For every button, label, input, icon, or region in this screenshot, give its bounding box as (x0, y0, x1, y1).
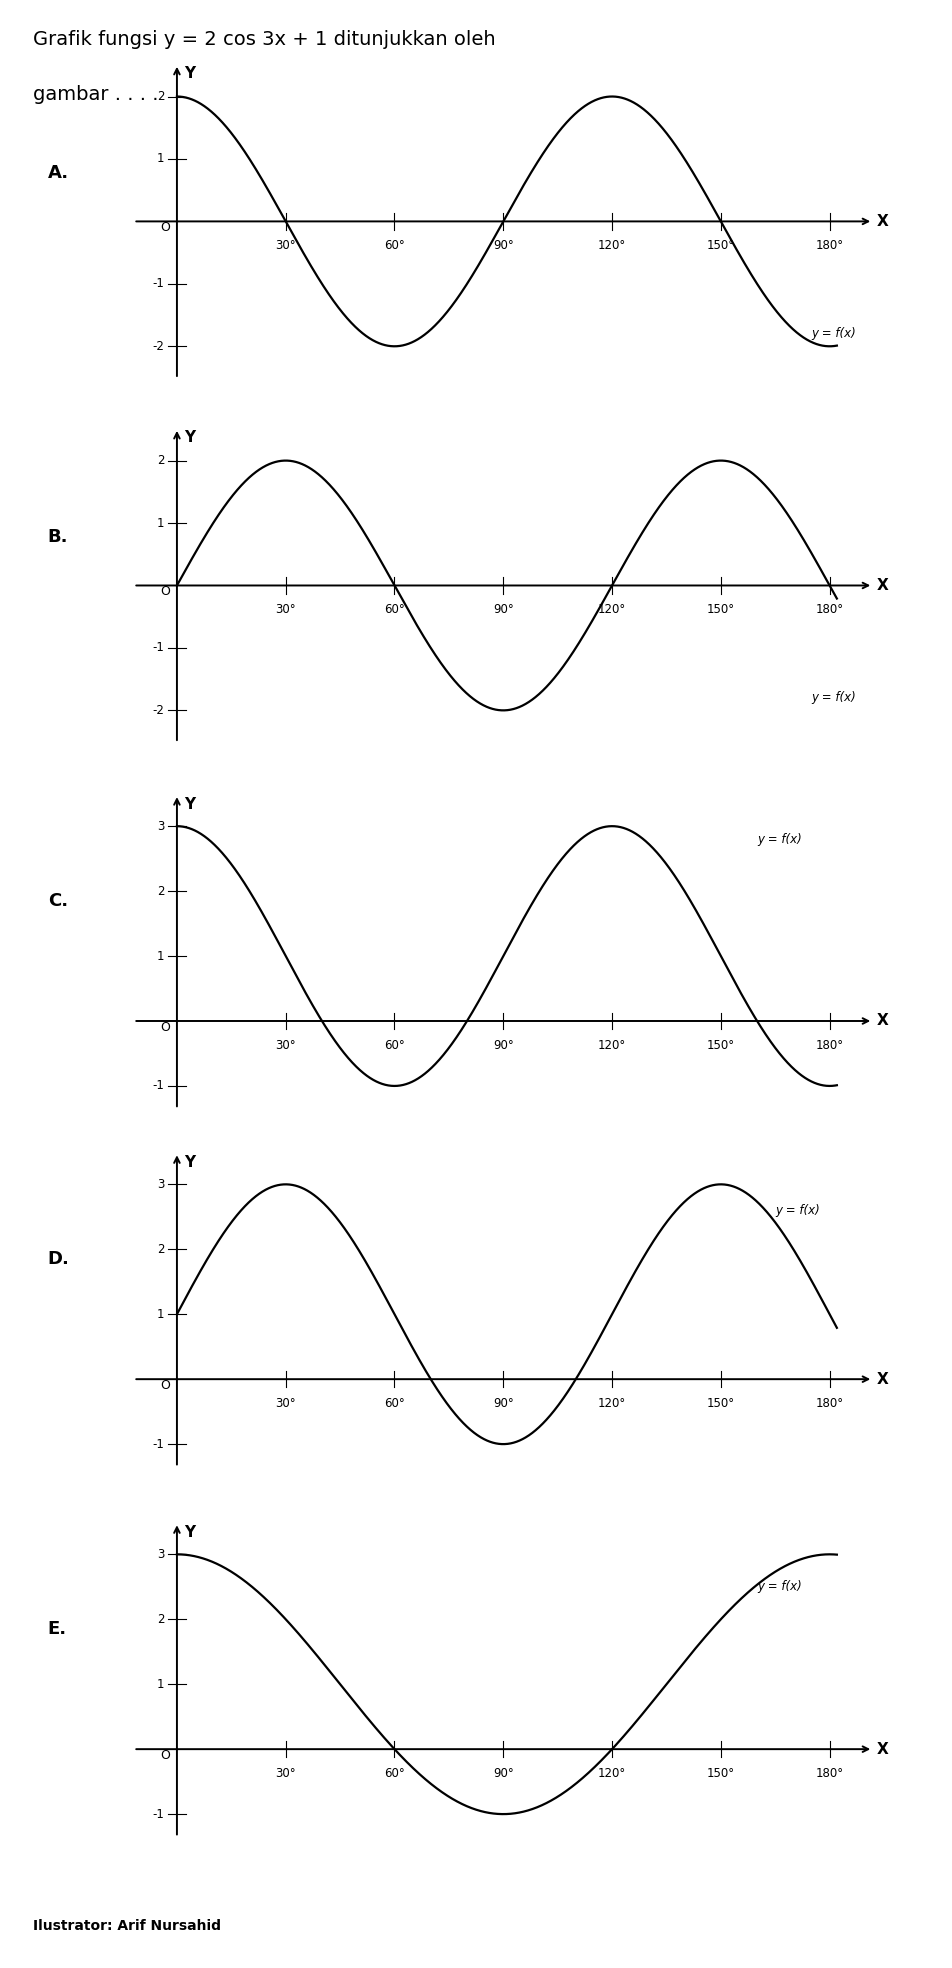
Text: X: X (876, 1372, 887, 1387)
Text: 120°: 120° (597, 240, 625, 252)
Text: 30°: 30° (275, 240, 296, 252)
Text: -1: -1 (152, 1437, 164, 1450)
Text: 60°: 60° (384, 240, 405, 252)
Text: Ilustrator: Arif Nursahid: Ilustrator: Arif Nursahid (33, 1919, 221, 1933)
Text: -1: -1 (152, 277, 164, 291)
Text: 1: 1 (157, 516, 164, 529)
Text: y = f(x): y = f(x) (756, 832, 801, 846)
Text: O: O (160, 1380, 169, 1391)
Text: 90°: 90° (492, 1397, 513, 1409)
Text: B.: B. (48, 527, 69, 545)
Text: X: X (876, 1014, 887, 1029)
Text: 180°: 180° (815, 1767, 843, 1779)
Text: C.: C. (48, 892, 68, 909)
Text: Y: Y (184, 797, 195, 811)
Text: 2: 2 (157, 1612, 164, 1626)
Text: 180°: 180° (815, 1397, 843, 1409)
Text: 150°: 150° (706, 1039, 734, 1051)
Text: gambar . . . .: gambar . . . . (33, 85, 159, 104)
Text: y = f(x): y = f(x) (774, 1204, 819, 1216)
Text: 1: 1 (157, 949, 164, 962)
Text: X: X (876, 1742, 887, 1757)
Text: E.: E. (48, 1620, 67, 1637)
Text: O: O (160, 1021, 169, 1033)
Text: 2: 2 (157, 455, 164, 466)
Text: 150°: 150° (706, 240, 734, 252)
Text: 180°: 180° (815, 604, 843, 616)
Text: 2: 2 (157, 91, 164, 102)
Text: 2: 2 (157, 1242, 164, 1256)
Text: O: O (160, 220, 169, 234)
Text: 3: 3 (157, 1177, 164, 1191)
Text: A.: A. (48, 163, 69, 181)
Text: 30°: 30° (275, 1039, 296, 1051)
Text: 120°: 120° (597, 1397, 625, 1409)
Text: X: X (876, 215, 887, 228)
Text: 150°: 150° (706, 1397, 734, 1409)
Text: Grafik fungsi y = 2 cos 3x + 1 ditunjukkan oleh: Grafik fungsi y = 2 cos 3x + 1 ditunjukk… (33, 30, 495, 49)
Text: 60°: 60° (384, 604, 405, 616)
Text: X: X (876, 579, 887, 592)
Text: 30°: 30° (275, 604, 296, 616)
Text: 150°: 150° (706, 604, 734, 616)
Text: y = f(x): y = f(x) (811, 691, 855, 705)
Text: 180°: 180° (815, 240, 843, 252)
Text: 60°: 60° (384, 1039, 405, 1051)
Text: 30°: 30° (275, 1767, 296, 1779)
Text: 90°: 90° (492, 1039, 513, 1051)
Text: -1: -1 (152, 1807, 164, 1820)
Text: Y: Y (184, 429, 195, 445)
Text: y = f(x): y = f(x) (811, 327, 855, 340)
Text: 60°: 60° (384, 1397, 405, 1409)
Text: -2: -2 (152, 340, 164, 352)
Text: -1: -1 (152, 642, 164, 655)
Text: -2: -2 (152, 705, 164, 716)
Text: 30°: 30° (275, 1397, 296, 1409)
Text: Y: Y (184, 65, 195, 81)
Text: 120°: 120° (597, 1767, 625, 1779)
Text: O: O (160, 1750, 169, 1761)
Text: y = f(x): y = f(x) (756, 1580, 801, 1594)
Text: 1: 1 (157, 1307, 164, 1321)
Text: 90°: 90° (492, 604, 513, 616)
Text: -1: -1 (152, 1078, 164, 1092)
Text: D.: D. (48, 1250, 69, 1267)
Text: 90°: 90° (492, 240, 513, 252)
Text: 3: 3 (157, 1547, 164, 1561)
Text: 60°: 60° (384, 1767, 405, 1779)
Text: O: O (160, 586, 169, 598)
Text: 1: 1 (157, 1677, 164, 1691)
Text: Y: Y (184, 1155, 195, 1169)
Text: 2: 2 (157, 884, 164, 897)
Text: Y: Y (184, 1525, 195, 1539)
Text: 120°: 120° (597, 604, 625, 616)
Text: 150°: 150° (706, 1767, 734, 1779)
Text: 3: 3 (157, 819, 164, 832)
Text: 90°: 90° (492, 1767, 513, 1779)
Text: 1: 1 (157, 152, 164, 165)
Text: 180°: 180° (815, 1039, 843, 1051)
Text: 120°: 120° (597, 1039, 625, 1051)
